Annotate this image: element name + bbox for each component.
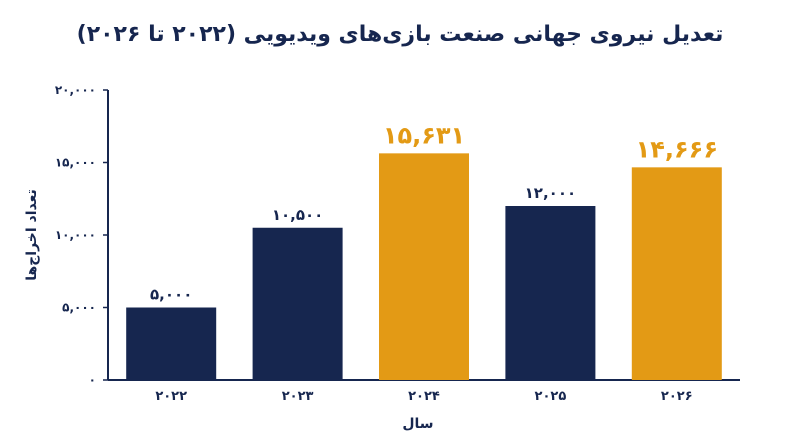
- y-tick-label: ۲۰,۰۰۰: [55, 83, 96, 97]
- bar-data-label: ۱۴,۶۶۶: [636, 135, 718, 163]
- bar-data-label: ۵,۰۰۰: [150, 286, 192, 304]
- bar-data-label: ۱۵,۶۳۱: [383, 121, 465, 149]
- x-axis-ticks: ۲۰۲۲ ۲۰۲۳ ۲۰۲۴ ۲۰۲۵ ۲۰۲۶: [155, 389, 692, 404]
- bar-5: [631, 167, 722, 380]
- y-axis-title: تعداد اخراج‌ها: [24, 189, 40, 281]
- x-tick-label: ۲۰۲۵: [535, 389, 567, 404]
- x-tick-label: ۲۰۲۴: [408, 389, 440, 404]
- bar-3: [379, 153, 469, 380]
- chart-title: تعدیل نیروی جهانی صنعت بازی‌های ویدیویی …: [76, 22, 724, 47]
- y-axis-ticks: ۰ ۵,۰۰۰ ۱۰,۰۰۰ ۱۵,۰۰۰ ۲۰,۰۰۰: [55, 83, 108, 387]
- bar-4: [505, 206, 596, 380]
- x-tick-label: ۲۰۲۲: [155, 389, 187, 404]
- x-tick-label: ۲۰۲۳: [282, 389, 314, 404]
- y-tick-label: ۱۰,۰۰۰: [55, 228, 96, 242]
- x-tick-label: ۲۰۲۶: [661, 389, 693, 404]
- y-tick-label: ۵,۰۰۰: [62, 301, 96, 315]
- x-axis-title: سال: [402, 416, 433, 432]
- bar-1: [126, 307, 217, 380]
- bars-group: ۵,۰۰۰ ۱۰,۵۰۰ ۱۵,۶۳۱ ۱۲,۰۰۰ ۱۴,۶۶۶: [126, 121, 722, 380]
- bar-data-label: ۱۰,۵۰۰: [272, 206, 323, 224]
- y-tick-label: ۰: [89, 373, 96, 387]
- y-tick-label: ۱۵,۰۰۰: [55, 156, 96, 170]
- bar-2: [252, 227, 343, 380]
- bar-data-label: ۱۲,۰۰۰: [525, 184, 576, 202]
